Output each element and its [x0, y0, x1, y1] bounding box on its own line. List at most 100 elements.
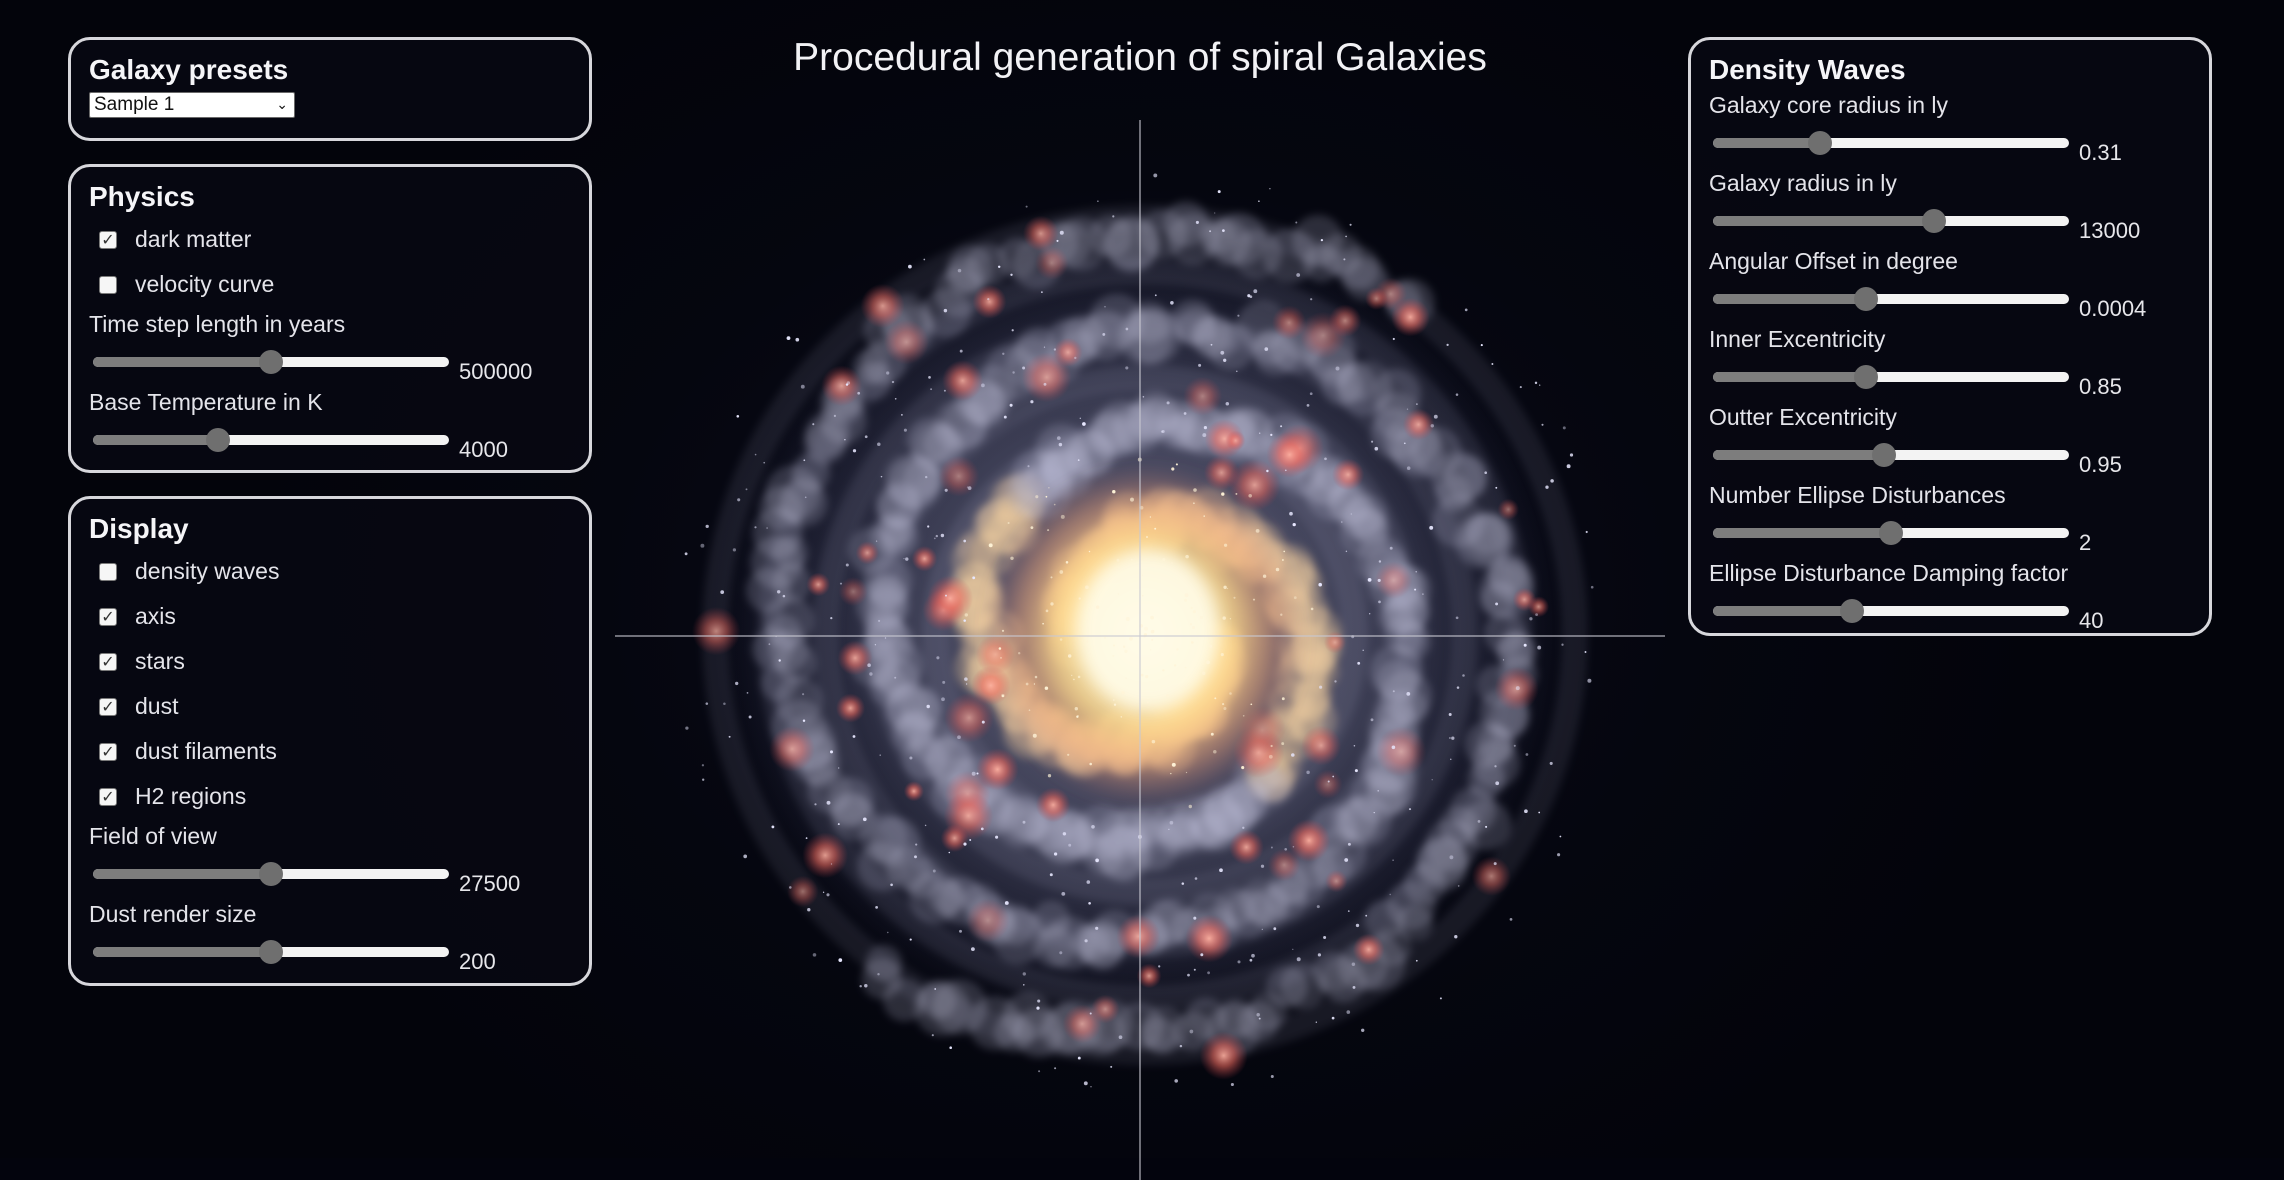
- slider-track[interactable]: [93, 428, 449, 452]
- slider-value: 2: [2079, 530, 2092, 555]
- slider-label: Time step length in years: [89, 311, 346, 337]
- slider-fill: [1713, 450, 1884, 460]
- slider-track[interactable]: [1713, 131, 2069, 155]
- checkbox-axis[interactable]: ✓ axis: [89, 594, 571, 639]
- display-heading: Display: [89, 513, 189, 544]
- checkbox-velocity-curve[interactable]: velocity curve: [89, 262, 571, 307]
- slider-thumb[interactable]: [1807, 131, 1832, 155]
- galaxy-presets-panel: Galaxy presets Sample 1 ⌄: [68, 37, 592, 141]
- slider-value: 0.95: [2079, 452, 2122, 477]
- checkbox-label: dark matter: [135, 226, 252, 252]
- slider-label: Inner Excentricity: [1709, 326, 1886, 352]
- slider-thumb[interactable]: [259, 862, 283, 886]
- slider-thumb[interactable]: [259, 940, 283, 964]
- slider-value: 500000: [459, 359, 533, 384]
- slider-label: Galaxy core radius in ly: [1709, 92, 1949, 118]
- slider-label: Ellipse Disturbance Damping factor: [1709, 560, 2069, 586]
- checkbox-checked-icon[interactable]: ✓: [99, 652, 117, 671]
- slider-track[interactable]: [1713, 599, 2069, 623]
- slider-value: 0.31: [2079, 140, 2122, 165]
- slider-thumb[interactable]: [1839, 599, 1864, 623]
- slider-fill: [93, 869, 271, 879]
- physics-heading: Physics: [89, 181, 195, 212]
- checkbox-density-waves[interactable]: density waves: [89, 549, 571, 594]
- slider-fill: [1713, 294, 1867, 304]
- slider-value: 200: [459, 949, 496, 974]
- slider-thumb[interactable]: [1921, 209, 1946, 233]
- slider-track[interactable]: [93, 940, 449, 964]
- checkbox-checked-icon[interactable]: ✓: [99, 787, 117, 806]
- slider-fill: [1713, 606, 1852, 616]
- checkbox-checked-icon[interactable]: ✓: [99, 697, 117, 716]
- slider-fill: [93, 357, 271, 367]
- checkbox-checked-icon[interactable]: ✓: [99, 230, 117, 249]
- slider-track[interactable]: [93, 862, 449, 886]
- checkbox-label: dust filaments: [135, 738, 277, 764]
- axis-lines: [615, 120, 1665, 1180]
- checkbox-dark-matter[interactable]: ✓ dark matter: [89, 217, 571, 262]
- slider-thumb[interactable]: [1871, 443, 1896, 467]
- checkbox-label: dust: [135, 693, 179, 719]
- slider-value: 0.0004: [2079, 296, 2147, 321]
- slider-thumb[interactable]: [259, 350, 283, 374]
- slider-base-temperature-in-k: Base Temperature in K 4000: [89, 387, 571, 463]
- galaxy-render[interactable]: [600, 120, 1680, 1180]
- slider-time-step-length-in-years: Time step length in years 500000: [89, 309, 571, 385]
- slider-label: Angular Offset in degree: [1709, 248, 1958, 274]
- page-title: Procedural generation of spiral Galaxies: [793, 36, 1487, 79]
- slider-number-ellipse-disturbances: Number Ellipse Disturbances 2: [1709, 480, 2191, 556]
- slider-inner-excentricity: Inner Excentricity 0.85: [1709, 324, 2191, 400]
- checkbox-label: velocity curve: [135, 271, 275, 297]
- slider-label: Dust render size: [89, 901, 257, 927]
- checkbox-label: axis: [135, 603, 176, 629]
- density-waves-heading: Density Waves: [1709, 54, 1906, 85]
- slider-thumb[interactable]: [1854, 365, 1879, 389]
- galaxy-preset-selected: Sample 1: [94, 94, 175, 115]
- checkbox-checked-icon[interactable]: ✓: [99, 742, 117, 761]
- slider-angular-offset-in-degree: Angular Offset in degree 0.0004: [1709, 246, 2191, 322]
- checkbox-unchecked-icon[interactable]: [99, 275, 117, 294]
- checkbox-label: H2 regions: [135, 783, 247, 809]
- slider-track[interactable]: [1713, 209, 2069, 233]
- slider-track[interactable]: [1713, 365, 2069, 389]
- density-waves-panel: Density Waves Galaxy core radius in ly 0.…: [1688, 37, 2212, 636]
- slider-label: Galaxy radius in ly: [1709, 170, 1897, 196]
- slider-label: Field of view: [89, 823, 217, 849]
- slider-fill: [1713, 216, 1934, 226]
- slider-field-of-view: Field of view 27500: [89, 821, 571, 897]
- slider-galaxy-radius-in-ly: Galaxy radius in ly 13000: [1709, 168, 2191, 244]
- display-panel: Display density waves ✓ axis ✓ stars ✓ dust ✓ du…: [68, 496, 592, 986]
- checkbox-unchecked-icon[interactable]: [99, 562, 117, 581]
- slider-fill: [1713, 138, 1820, 148]
- slider-label: Base Temperature in K: [89, 389, 323, 415]
- slider-value: 40: [2079, 608, 2104, 633]
- slider-ellipse-disturbance-damping-factor: Ellipse Disturbance Damping factor 40: [1709, 558, 2191, 634]
- slider-thumb[interactable]: [205, 428, 230, 452]
- checkbox-checked-icon[interactable]: ✓: [99, 607, 117, 626]
- slider-track[interactable]: [93, 350, 449, 374]
- slider-fill: [93, 947, 271, 957]
- slider-value: 4000: [459, 437, 508, 462]
- slider-thumb[interactable]: [1854, 287, 1879, 311]
- slider-label: Number Ellipse Disturbances: [1709, 482, 2006, 508]
- slider-track[interactable]: [1713, 287, 2069, 311]
- galaxy-presets-heading: Galaxy presets: [89, 54, 289, 85]
- physics-panel: Physics ✓ dark matter velocity curve Time …: [68, 164, 592, 473]
- checkbox-label: stars: [135, 648, 185, 674]
- slider-thumb[interactable]: [1879, 521, 1903, 545]
- slider-fill: [1713, 372, 1867, 382]
- checkbox-dust[interactable]: ✓ dust: [89, 684, 571, 729]
- galaxy-preset-select[interactable]: Sample 1 ⌄: [89, 92, 295, 118]
- slider-track[interactable]: [1713, 443, 2069, 467]
- slider-value: 13000: [2079, 218, 2141, 243]
- slider-label: Outter Excentricity: [1709, 404, 1897, 430]
- checkbox-dust-filaments[interactable]: ✓ dust filaments: [89, 729, 571, 774]
- checkbox-h2-regions[interactable]: ✓ H2 regions: [89, 774, 571, 819]
- slider-outter-excentricity: Outter Excentricity 0.95: [1709, 402, 2191, 478]
- chevron-down-icon: ⌄: [276, 97, 288, 113]
- slider-value: 27500: [459, 871, 521, 896]
- slider-fill: [93, 435, 218, 445]
- checkbox-stars[interactable]: ✓ stars: [89, 639, 571, 684]
- slider-track[interactable]: [1713, 521, 2069, 545]
- slider-value: 0.85: [2079, 374, 2122, 399]
